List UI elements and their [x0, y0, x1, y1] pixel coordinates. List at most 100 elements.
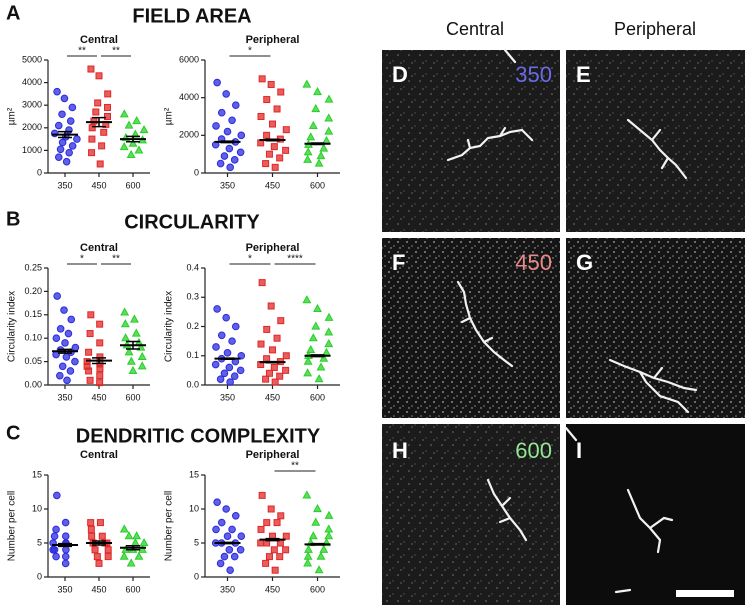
data-point — [314, 374, 324, 383]
data-point — [61, 559, 70, 568]
group-label: 350 — [515, 62, 552, 87]
data-point — [230, 156, 239, 164]
data-point — [270, 363, 278, 371]
image-tile — [382, 238, 560, 418]
data-point — [267, 505, 275, 513]
plot-title: Central — [80, 34, 118, 46]
data-point — [60, 94, 69, 103]
data-point — [271, 163, 279, 171]
data-point — [56, 325, 65, 333]
panel-letter: E — [576, 62, 591, 87]
data-point — [225, 546, 234, 554]
data-point — [225, 363, 234, 372]
data-point — [220, 552, 229, 561]
data-point — [306, 132, 316, 141]
panel-letter: G — [576, 250, 593, 275]
data-point — [263, 355, 271, 363]
data-point — [316, 551, 326, 560]
data-point — [54, 153, 63, 161]
data-point — [61, 552, 70, 561]
data-point — [139, 537, 149, 547]
data-point — [263, 325, 271, 333]
data-point — [277, 88, 285, 96]
y-tick-label: 0.10 — [24, 333, 42, 343]
x-tick-label: 600 — [310, 392, 325, 402]
x-tick-label: 350 — [57, 584, 72, 594]
error-bar — [92, 540, 106, 546]
data-point — [223, 127, 232, 136]
data-point — [85, 367, 93, 375]
data-point — [216, 375, 225, 383]
x-tick-label: 350 — [220, 392, 235, 402]
data-point — [226, 378, 234, 386]
data-point — [263, 519, 271, 527]
panel-letter: I — [576, 438, 582, 463]
data-point — [217, 108, 226, 117]
significance-label: ** — [291, 461, 299, 472]
data-point — [50, 129, 59, 138]
data-point — [52, 334, 61, 343]
data-point — [212, 525, 220, 534]
y-tick-label: 0.25 — [24, 262, 42, 272]
section-title: DENDRITIC COMPLEXITY — [76, 425, 321, 447]
data-point — [132, 531, 142, 540]
y-tick-label: 15 — [32, 469, 42, 479]
plot-title: Peripheral — [246, 242, 300, 254]
y-tick-label: 0 — [194, 571, 199, 581]
y-axis-label: Circularity index — [7, 291, 18, 362]
error-bar — [220, 140, 235, 144]
significance-label: **** — [287, 254, 303, 265]
y-tick-label: 0.0 — [186, 379, 199, 389]
data-point — [271, 566, 279, 574]
data-point — [273, 519, 281, 527]
data-point — [258, 75, 266, 83]
data-point — [213, 305, 221, 313]
data-point — [104, 546, 112, 554]
data-point — [273, 105, 281, 113]
data-point — [303, 558, 313, 567]
data-point — [93, 553, 101, 561]
y-tick-label: 10 — [189, 503, 199, 513]
data-point — [222, 313, 230, 322]
data-point — [282, 146, 290, 154]
x-tick-label: 600 — [310, 584, 325, 594]
data-point — [104, 553, 112, 561]
data-point — [53, 292, 61, 300]
data-point — [134, 145, 144, 154]
data-point — [131, 328, 141, 337]
micrographs — [382, 48, 745, 605]
data-point — [211, 360, 220, 369]
image-tile — [566, 424, 745, 605]
data-point — [230, 552, 239, 561]
data-point — [262, 559, 270, 567]
data-point — [130, 314, 139, 323]
x-tick-label: 350 — [220, 584, 235, 594]
data-point — [237, 131, 246, 140]
data-point — [58, 362, 67, 371]
data-point — [277, 317, 285, 325]
x-tick-label: 450 — [91, 180, 106, 190]
data-point — [62, 546, 70, 554]
data-point — [231, 512, 240, 520]
data-point — [61, 518, 70, 527]
data-point — [66, 367, 75, 375]
section-letter: B — [6, 208, 20, 230]
x-tick-label: 450 — [91, 392, 106, 402]
data-point — [96, 320, 104, 328]
error-bar — [58, 348, 72, 354]
y-axis-label: µm² — [7, 107, 18, 125]
data-point — [311, 103, 321, 113]
error-bar — [220, 541, 235, 545]
panel-letter: H — [392, 438, 408, 463]
y-tick-label: 4000 — [22, 77, 42, 87]
x-tick-label: 350 — [57, 180, 72, 190]
data-point — [119, 524, 129, 533]
data-point — [269, 346, 276, 354]
data-point — [273, 334, 281, 342]
error-bar — [92, 357, 106, 365]
data-point — [128, 365, 138, 375]
data-point — [308, 120, 318, 130]
data-point — [128, 138, 138, 147]
data-point — [237, 351, 246, 360]
data-point — [324, 327, 334, 336]
